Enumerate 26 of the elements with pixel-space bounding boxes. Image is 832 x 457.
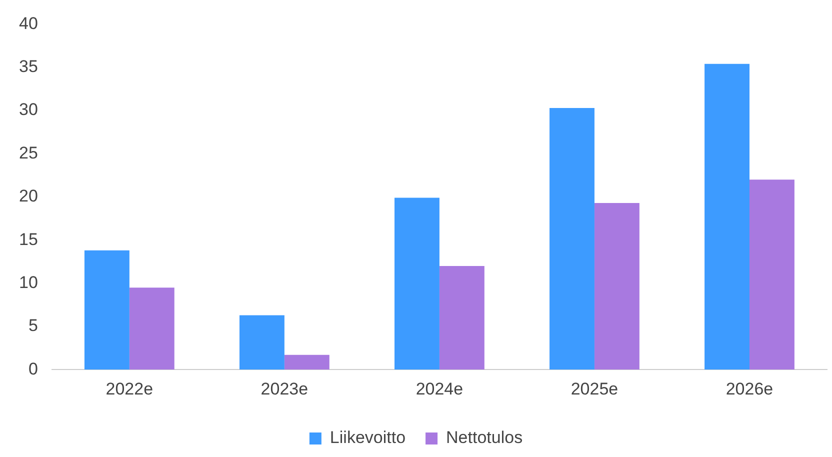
bar bbox=[749, 180, 794, 370]
y-tick-label: 35 bbox=[18, 57, 38, 76]
bar bbox=[284, 354, 330, 370]
legend-label: Nettotulos bbox=[446, 428, 523, 448]
y-tick-label: 15 bbox=[18, 230, 38, 249]
bar bbox=[84, 250, 130, 370]
x-tick-label: 2025e bbox=[570, 379, 618, 398]
x-tick-label: 2026e bbox=[726, 379, 774, 398]
bar bbox=[439, 266, 484, 370]
bar bbox=[704, 64, 750, 370]
y-tick-label: 30 bbox=[18, 100, 38, 120]
x-tick-label: 2023e bbox=[260, 379, 308, 398]
bar bbox=[129, 288, 174, 370]
y-tick-label: 0 bbox=[28, 359, 38, 378]
y-tick-label: 5 bbox=[28, 316, 38, 336]
x-tick-label: 2022e bbox=[106, 379, 154, 398]
bar bbox=[239, 315, 284, 370]
bar bbox=[594, 202, 640, 370]
legend-label: Liikevoitto bbox=[330, 428, 406, 448]
bar bbox=[550, 108, 594, 370]
y-tick-label: 10 bbox=[18, 272, 38, 292]
y-tick-label: 25 bbox=[18, 143, 38, 162]
bar bbox=[394, 198, 440, 370]
y-tick-label: 20 bbox=[18, 186, 38, 206]
x-tick-label: 2024e bbox=[416, 379, 464, 398]
y-tick-label: 40 bbox=[18, 14, 38, 33]
